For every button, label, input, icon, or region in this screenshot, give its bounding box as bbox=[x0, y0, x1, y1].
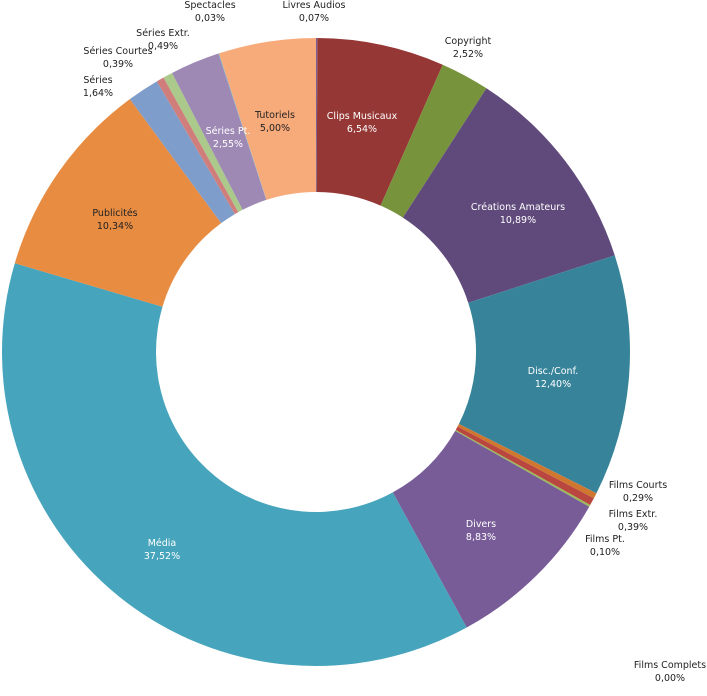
label-value-spectacles: 0,03% bbox=[195, 13, 225, 24]
slice-series bbox=[129, 81, 235, 224]
slice-publicites bbox=[14, 99, 222, 307]
slice-films-pt bbox=[455, 429, 591, 507]
slice-films-courts bbox=[457, 423, 597, 499]
data-labels: Livres Audios 0,07% Clips Musicaux 6,54% Cop… bbox=[83, 0, 706, 684]
label-name-films-courts: Films Courts bbox=[609, 480, 667, 491]
label-name-disc-conf: Disc./Conf. bbox=[528, 366, 579, 377]
slices bbox=[1, 38, 631, 667]
slice-livres-audios bbox=[316, 38, 318, 193]
label-name-series-courtes: Séries Courtes bbox=[83, 46, 152, 57]
slice-tutoriels bbox=[218, 38, 316, 200]
slice-creations-amateurs bbox=[402, 88, 615, 303]
slice-films-extr bbox=[455, 426, 594, 506]
label-value-clips-musicaux: 6,54% bbox=[347, 124, 377, 135]
label-name-series-pt: Séries Pt. bbox=[206, 126, 251, 137]
label-name-clips-musicaux: Clips Musicaux bbox=[327, 111, 398, 122]
label-name-divers: Divers bbox=[466, 519, 496, 530]
label-value-films-pt: 0,10% bbox=[590, 547, 620, 558]
slice-media bbox=[1, 263, 467, 667]
label-value-creations-amateurs: 10,89% bbox=[500, 215, 536, 226]
label-value-divers: 8,83% bbox=[466, 532, 496, 543]
slice-series-pt bbox=[172, 53, 267, 210]
label-name-creations-amateurs: Créations Amateurs bbox=[471, 202, 565, 213]
label-value-series-extr: 0,49% bbox=[148, 41, 178, 52]
slice-copyright bbox=[380, 64, 487, 218]
label-name-copyright: Copyright bbox=[445, 36, 492, 47]
label-name-tutoriels: Tutoriels bbox=[254, 110, 295, 121]
label-name-livres-audios: Livres Audios bbox=[282, 0, 345, 11]
label-name-publicites: Publicités bbox=[92, 208, 137, 219]
label-value-films-complets: 0,00% bbox=[655, 673, 685, 684]
label-name-series-extr: Séries Extr. bbox=[136, 28, 190, 39]
label-value-series-pt: 2,55% bbox=[213, 139, 243, 150]
label-name-films-extr: Films Extr. bbox=[609, 509, 658, 520]
label-value-livres-audios: 0,07% bbox=[299, 13, 329, 24]
label-name-media: Média bbox=[148, 538, 177, 549]
slice-series-courtes bbox=[156, 77, 239, 215]
label-value-media: 37,52% bbox=[144, 551, 180, 562]
slice-spectacles bbox=[218, 53, 267, 200]
slice-clips-musicaux bbox=[316, 38, 443, 206]
label-value-publicites: 10,34% bbox=[97, 221, 133, 232]
label-name-films-complets: Films Complets bbox=[634, 660, 706, 671]
label-value-disc-conf: 12,40% bbox=[535, 379, 571, 390]
label-value-films-courts: 0,29% bbox=[623, 493, 653, 504]
label-value-films-extr: 0,39% bbox=[618, 522, 648, 533]
label-name-films-pt: Films Pt. bbox=[585, 534, 625, 545]
label-value-tutoriels: 5,00% bbox=[260, 123, 290, 134]
label-value-series-courtes: 0,39% bbox=[103, 59, 133, 70]
slice-divers bbox=[392, 430, 590, 628]
slice-disc-conf bbox=[458, 255, 631, 494]
slice-series-extr bbox=[163, 72, 243, 213]
label-name-series: Séries bbox=[83, 75, 112, 86]
label-value-copyright: 2,52% bbox=[453, 49, 483, 60]
label-value-series: 1,64% bbox=[83, 88, 113, 99]
label-name-spectacles: Spectacles bbox=[184, 0, 235, 11]
